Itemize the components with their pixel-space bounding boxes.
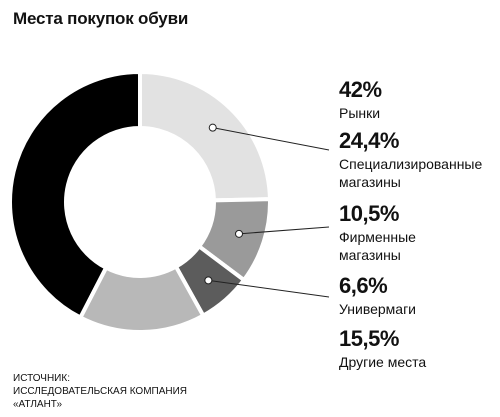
slice-markets [8, 69, 142, 321]
legend-label: Специализированные магазины [339, 156, 483, 190]
legend-label: Другие места [339, 354, 427, 370]
leader-dot-department [204, 276, 213, 285]
source-company-name: «АТЛАНТ» [13, 399, 63, 410]
slice-other [77, 263, 206, 334]
leader-lines [204, 123, 330, 298]
legend-item-department: 6,6% Универмаги [339, 274, 499, 318]
source-company: ИССЛЕДОВАТЕЛЬСКАЯ КОМПАНИЯ [13, 386, 188, 397]
slice-specialized [138, 69, 273, 203]
leader-line-specialized [212, 127, 330, 151]
leader-line-department [208, 279, 330, 298]
chart-title: Места покупок обуви [13, 9, 189, 28]
legend-value: 15,5% [339, 326, 399, 351]
donut-slices [8, 69, 273, 334]
legend-item-markets: 42% Рынки [339, 78, 499, 122]
legend-item-specialized: 24,4% Специализированные магазины [339, 129, 499, 191]
legend-value: 42% [339, 77, 382, 102]
legend-item-brand: 10,5% Фирменные магазины [339, 202, 499, 264]
legend-value: 24,4% [339, 128, 399, 153]
leader-dot-specialized [208, 123, 217, 132]
legend-label: Рынки [339, 105, 381, 121]
source-label: ИСТОЧНИК: [13, 373, 70, 384]
legend-label: Универмаги [339, 301, 417, 317]
leader-line-brand [238, 226, 330, 235]
source-note: ИСТОЧНИК: ИССЛЕДОВАТЕЛЬСКАЯ КОМПАНИЯ «АТ… [13, 372, 187, 411]
legend-item-other: 15,5% Другие места [339, 327, 499, 371]
leader-dot-brand [235, 229, 244, 238]
legend-label: Фирменные магазины [339, 229, 416, 263]
legend-value: 10,5% [339, 201, 399, 226]
legend-value: 6,6% [339, 273, 388, 298]
